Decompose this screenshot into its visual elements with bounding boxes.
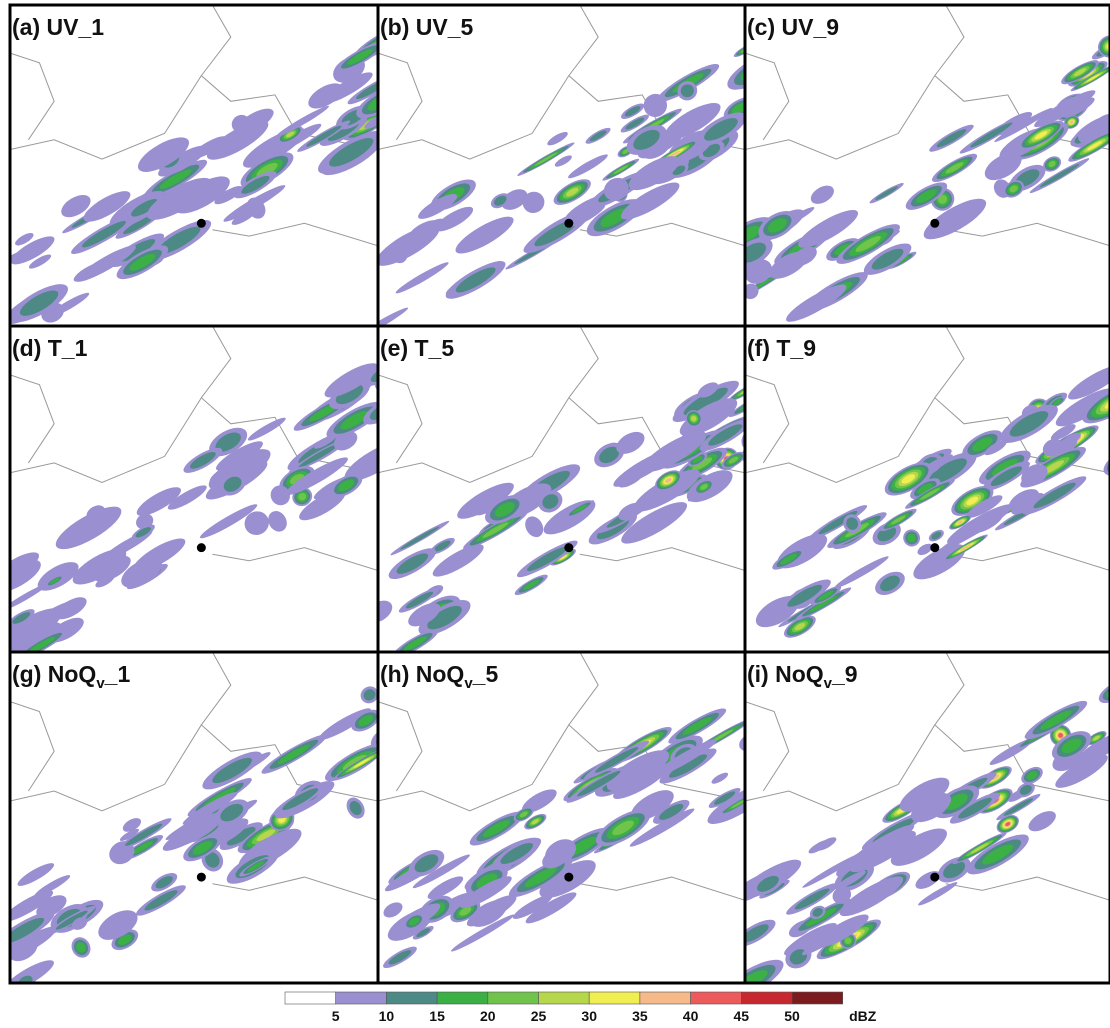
site-dot (197, 873, 206, 882)
site-dot (930, 543, 939, 552)
label-main: (i) NoQ (747, 661, 824, 687)
label-tail: _5 (472, 661, 499, 687)
site-dot (197, 219, 206, 228)
panel-label: (c) UV_9 (747, 14, 839, 40)
map-panel (717, 5, 1110, 327)
colorbar-tick-label: 5 (332, 1008, 340, 1024)
site-dot (930, 873, 939, 882)
site-dot (564, 219, 573, 228)
label-main: (h) NoQ (380, 661, 464, 687)
panel-label: (f) T_9 (747, 335, 816, 361)
colorbar-tick-label: 25 (531, 1008, 547, 1024)
label-tail: _1 (104, 661, 131, 687)
colorbar-box (437, 992, 488, 1004)
colorbar-box (488, 992, 539, 1004)
colorbar-box (691, 992, 742, 1004)
map-panel (360, 326, 774, 662)
colorbar-tick-label: 30 (581, 1008, 597, 1024)
colorbar-box (336, 992, 387, 1004)
panel-label: (a) UV_1 (12, 14, 104, 40)
colorbar-box (741, 992, 792, 1004)
colorbar-tick-label: 45 (734, 1008, 750, 1024)
colorbar-box (539, 992, 590, 1004)
panel-label: (d) T_1 (12, 335, 88, 361)
map-panel (0, 326, 415, 669)
map-panel (745, 326, 1110, 652)
site-dot (564, 873, 573, 882)
colorbar-box (792, 992, 843, 1004)
site-dot (564, 543, 573, 552)
colorbar-box (640, 992, 691, 1004)
map-panel (0, 5, 415, 347)
colorbar-tick-label: 10 (379, 1008, 395, 1024)
colorbar-box (386, 992, 437, 1004)
colorbar-tick-label: 50 (784, 1008, 800, 1024)
colorbar-box (285, 992, 336, 1004)
panel-label: (e) T_5 (380, 335, 454, 361)
colorbar-tick-label: 35 (632, 1008, 648, 1024)
map-panel (0, 652, 409, 997)
colorbar-tick-label: 40 (683, 1008, 699, 1024)
label-tail: _9 (831, 661, 858, 687)
figure: (a) UV_1 (b) UV_5 (c) UV_9 (d) T_1 (e) T_5 (f… (0, 0, 1110, 1028)
panel-label: (b) UV_5 (380, 14, 474, 40)
label-main: (g) NoQ (12, 661, 96, 687)
colorbar-unit: dBZ (849, 1008, 877, 1024)
site-dot (930, 219, 939, 228)
colorbar-tick-label: 15 (429, 1008, 445, 1024)
map-panel (347, 5, 786, 345)
colorbar-box (589, 992, 640, 1004)
colorbar-tick-label: 20 (480, 1008, 496, 1024)
map-panel (715, 652, 1110, 1009)
map-panel (378, 652, 777, 983)
panel-bg (378, 652, 745, 983)
site-dot (197, 543, 206, 552)
